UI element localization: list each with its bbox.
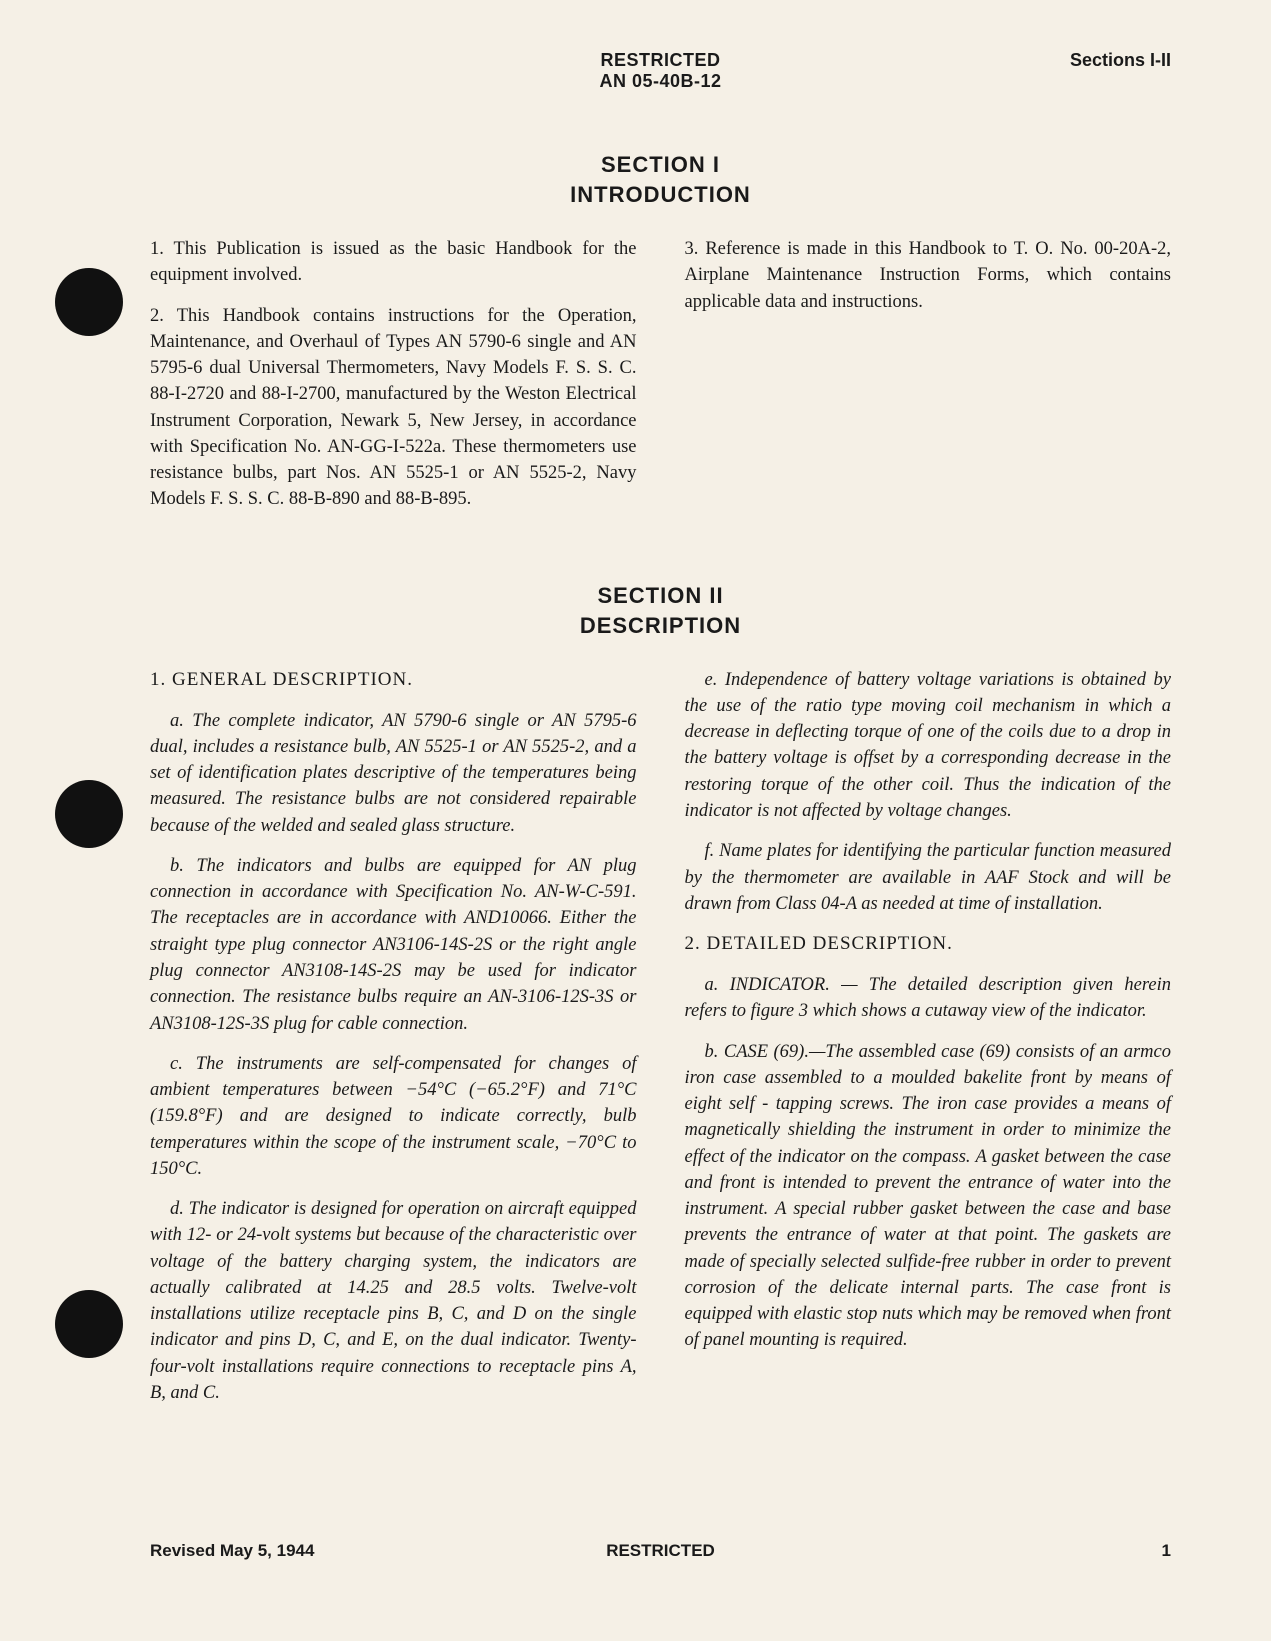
section-2-2-para-b: b. CASE (69).—The assembled case (69) co… (685, 1039, 1172, 1354)
punch-hole-icon (55, 268, 123, 336)
section-2-h1: 1. GENERAL DESCRIPTION. (150, 667, 637, 694)
section-1-number: SECTION I (150, 152, 1171, 178)
section-2-h2: 2. DETAILED DESCRIPTION. (685, 931, 1172, 958)
section-1-para-2: 2. This Handbook contains instructions f… (150, 303, 637, 513)
section-1: SECTION I INTRODUCTION 1. This Publicati… (150, 152, 1171, 513)
section-2-para-d-text: d. The indicator is designed for operati… (150, 1199, 637, 1403)
section-2-2-para-a-text: a. INDICATOR. — The detailed description… (685, 975, 1172, 1021)
header-doc-number: AN 05-40B-12 (150, 71, 1171, 92)
section-2: SECTION II DESCRIPTION 1. GENERAL DESCRI… (150, 583, 1171, 1407)
footer-page-number: 1 (1162, 1541, 1171, 1561)
section-2-2-para-a: a. INDICATOR. — The detailed description… (685, 972, 1172, 1025)
section-2-para-d: d. The indicator is designed for operati… (150, 1196, 637, 1406)
section-2-para-c-text: c. The instruments are self-compensated … (150, 1054, 637, 1179)
document-page: RESTRICTED AN 05-40B-12 Sections I-II SE… (0, 0, 1271, 1641)
section-1-para-1: 1. This Publication is issued as the bas… (150, 236, 637, 289)
section-2-body: 1. GENERAL DESCRIPTION. a. The complete … (150, 667, 1171, 1407)
punch-hole-icon (55, 1290, 123, 1358)
section-2-para-e: e. Independence of battery voltage varia… (685, 667, 1172, 825)
section-2-para-c: c. The instruments are self-compensated … (150, 1051, 637, 1182)
section-2-para-b: b. The indicators and bulbs are equipped… (150, 853, 637, 1037)
page-header: RESTRICTED AN 05-40B-12 Sections I-II (150, 50, 1171, 92)
section-2-2-para-b-text: b. CASE (69).—The assembled case (69) co… (685, 1042, 1172, 1351)
section-2-para-a-text: a. The complete indicator, AN 5790-6 sin… (150, 711, 637, 836)
section-2-number: SECTION II (150, 583, 1171, 609)
section-1-title: INTRODUCTION (150, 182, 1171, 208)
section-2-para-f: f. Name plates for identifying the parti… (685, 838, 1172, 917)
footer-classification: RESTRICTED (150, 1541, 1171, 1561)
section-2-para-f-text: f. Name plates for identifying the parti… (685, 841, 1172, 914)
section-2-para-b-text: b. The indicators and bulbs are equipped… (150, 856, 637, 1034)
section-1-body: 1. This Publication is issued as the bas… (150, 236, 1171, 513)
header-classification: RESTRICTED (150, 50, 1171, 71)
section-2-title: DESCRIPTION (150, 613, 1171, 639)
section-2-para-e-text: e. Independence of battery voltage varia… (685, 670, 1172, 821)
punch-hole-icon (55, 780, 123, 848)
section-1-para-3: 3. Reference is made in this Handbook to… (685, 236, 1172, 315)
header-sections-label: Sections I-II (1070, 50, 1171, 71)
section-2-para-a: a. The complete indicator, AN 5790-6 sin… (150, 708, 637, 839)
